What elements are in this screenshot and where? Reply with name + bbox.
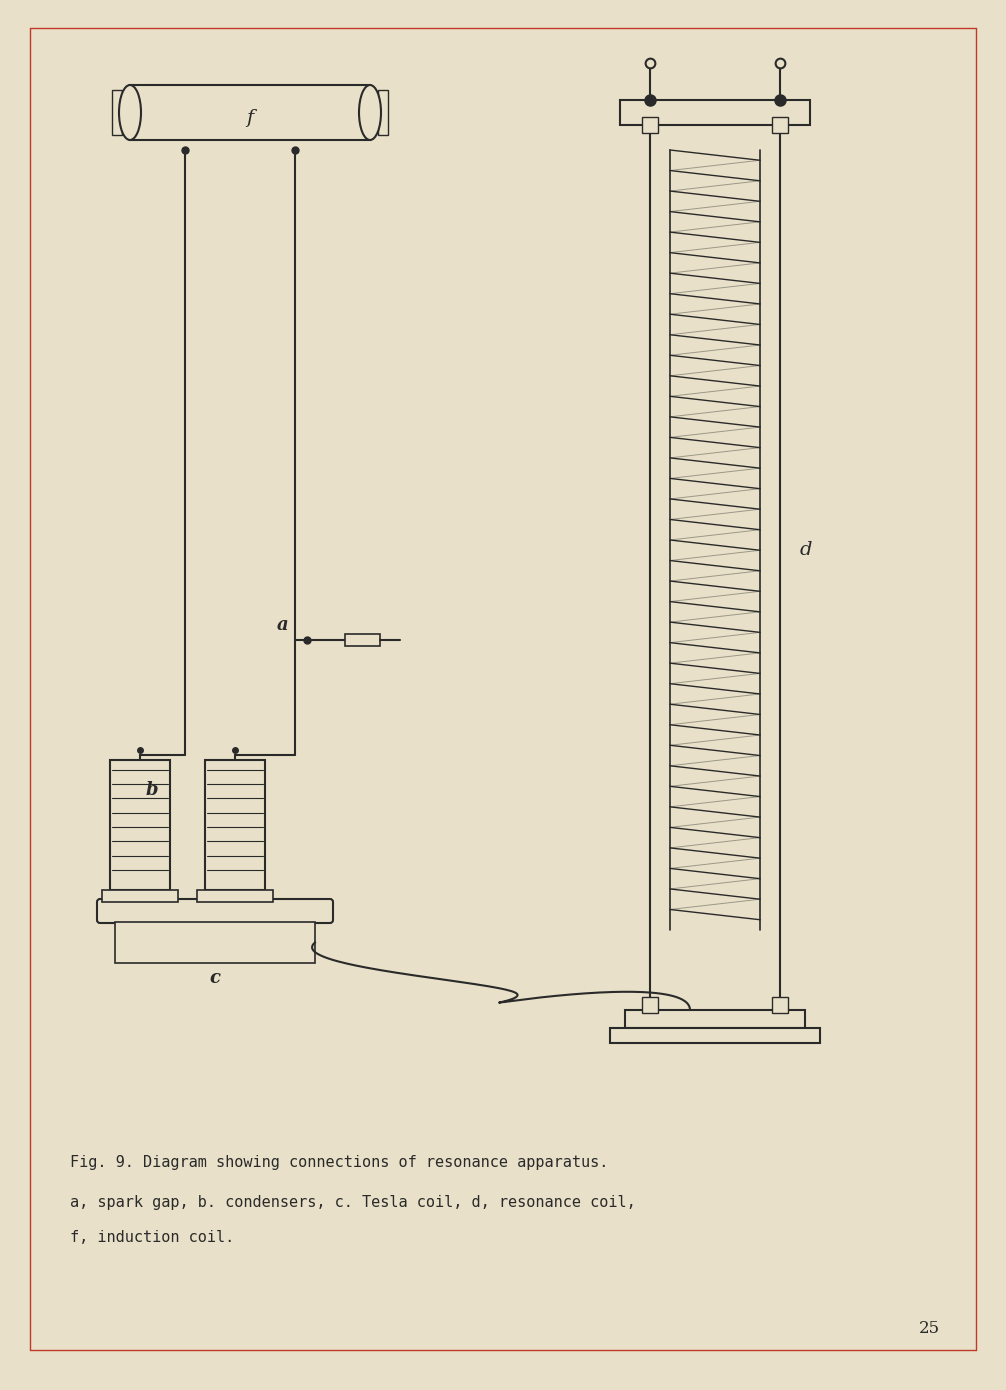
Bar	[610, 1029, 820, 1042]
Bar	[642, 117, 658, 133]
Bar	[772, 997, 788, 1013]
Bar	[345, 634, 380, 646]
Text: Fig. 9. Diagram showing connections of resonance apparatus.: Fig. 9. Diagram showing connections of r…	[70, 1155, 609, 1170]
Text: a, spark gap, b. condensers, c. Tesla coil, d, resonance coil,: a, spark gap, b. condensers, c. Tesla co…	[70, 1195, 636, 1211]
Bar	[130, 85, 370, 140]
Bar	[110, 760, 170, 890]
Bar	[772, 117, 788, 133]
Text: b: b	[146, 781, 158, 799]
Bar	[378, 90, 388, 135]
Text: d: d	[800, 541, 813, 559]
Text: f: f	[246, 108, 254, 126]
FancyBboxPatch shape	[97, 899, 333, 923]
Bar	[620, 100, 810, 125]
Bar	[115, 922, 315, 963]
Bar	[642, 997, 658, 1013]
Bar	[102, 890, 178, 902]
Bar	[112, 90, 122, 135]
Text: c: c	[209, 969, 220, 987]
Bar	[205, 760, 265, 890]
Ellipse shape	[119, 85, 141, 140]
Text: a: a	[278, 616, 289, 634]
Bar	[625, 1011, 805, 1029]
Ellipse shape	[359, 85, 381, 140]
Text: 25: 25	[918, 1320, 940, 1337]
Text: f, induction coil.: f, induction coil.	[70, 1230, 234, 1245]
Bar	[197, 890, 273, 902]
